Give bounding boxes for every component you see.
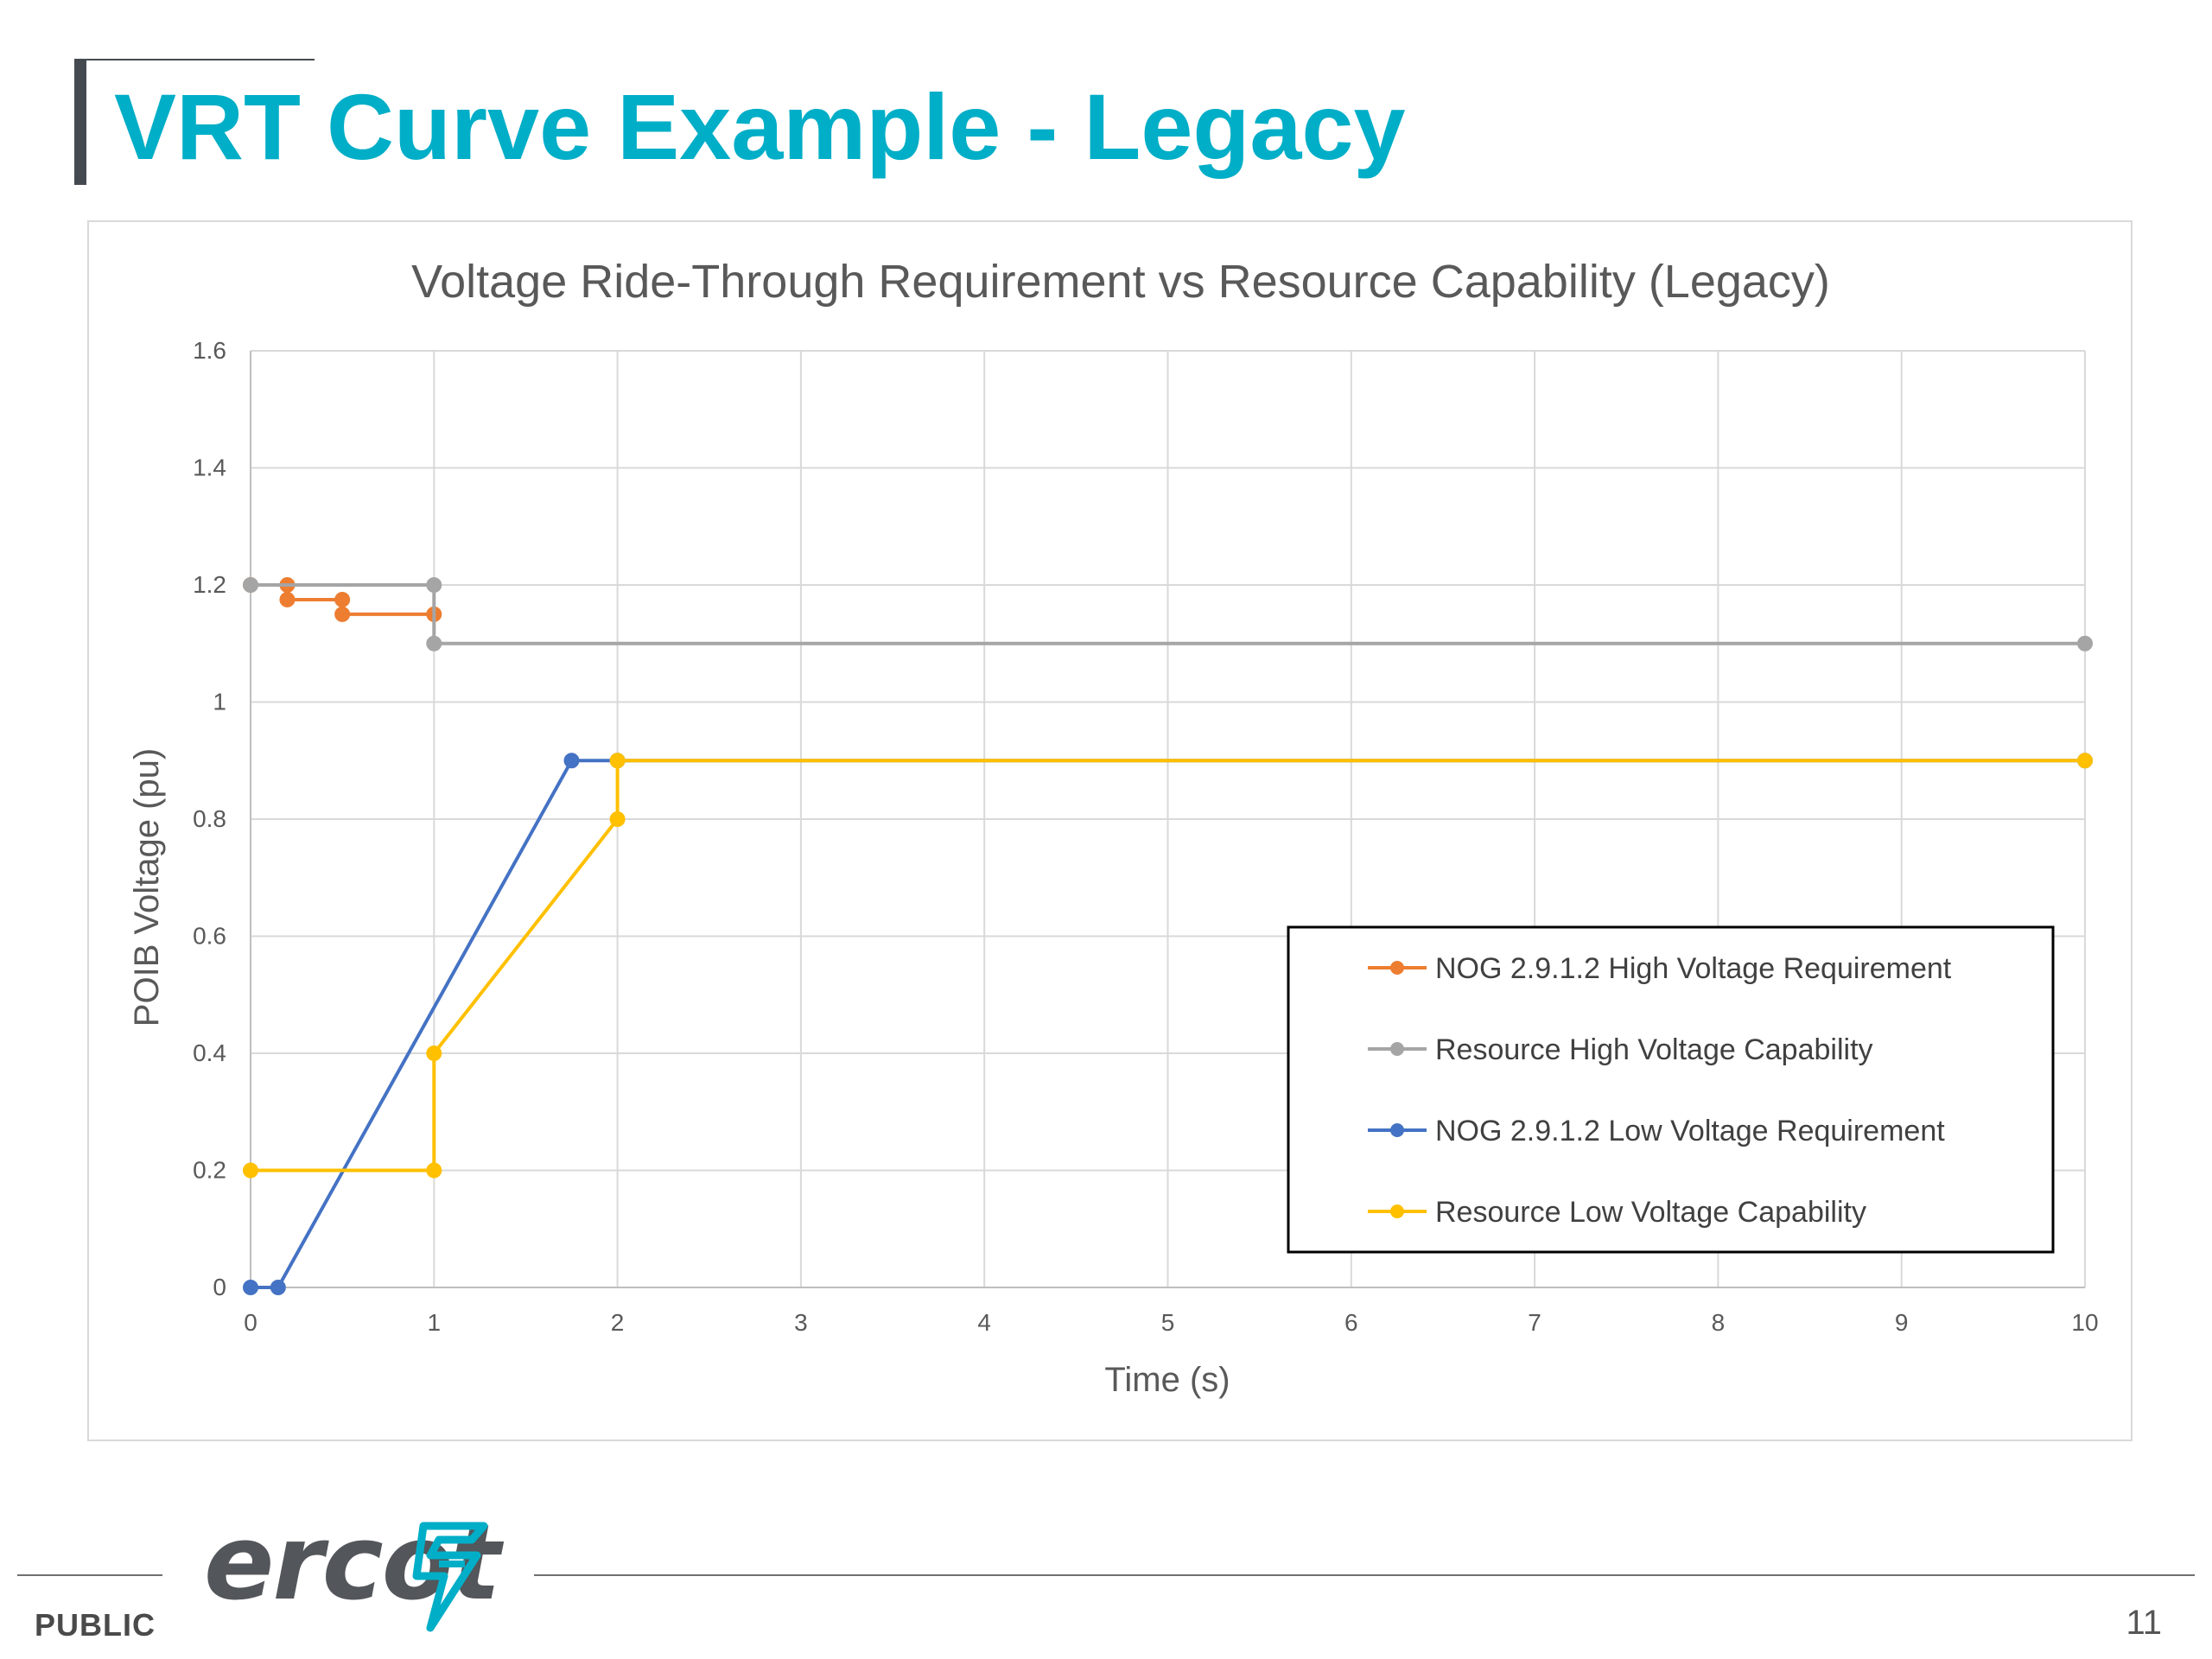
- y-tick-label: 0.6: [193, 923, 226, 950]
- y-tick-label: 0.4: [193, 1039, 226, 1066]
- y-axis-title: POIB Voltage (pu): [128, 748, 166, 1027]
- series-4-point: [426, 1162, 442, 1179]
- chart-axes: 0 1 2 3 4 5 6 7 8 9 10 0 0.2 0.4 0.6 0.8 1 1.2 1.4 1.6: [193, 337, 2099, 1336]
- series-2-point: [243, 577, 258, 593]
- x-tick-label: 1: [428, 1309, 442, 1336]
- y-tick-label: 0.8: [193, 805, 226, 832]
- series-4-point: [2077, 753, 2093, 769]
- series-2-point: [2077, 635, 2093, 652]
- series-4-point: [609, 753, 626, 769]
- chart-title: Voltage Ride-Through Requirement vs Reso…: [411, 256, 1830, 308]
- series-4-point: [426, 1046, 442, 1061]
- chart-legend: NOG 2.9.1.2 High Voltage Requirement Reso…: [1287, 925, 2055, 1254]
- slide-title: VRT Curve Example - Legacy: [114, 74, 1406, 179]
- legend-label: NOG 2.9.1.2 High Voltage Requirement: [1435, 952, 1952, 985]
- ercot-lightning-icon: [412, 1522, 488, 1632]
- legend-label: Resource High Voltage Capability: [1435, 1033, 1873, 1066]
- legend-label: NOG 2.9.1.2 Low Voltage Requirement: [1435, 1115, 1945, 1147]
- y-tick-label: 1.6: [193, 337, 226, 364]
- series-3-point: [270, 1280, 286, 1295]
- legend-swatch-marker: [1390, 961, 1404, 975]
- chart-series: [243, 577, 2093, 1295]
- x-tick-label: 4: [977, 1309, 991, 1336]
- x-tick-label: 9: [1895, 1309, 1909, 1336]
- page-number: 11: [2126, 1604, 2162, 1642]
- footer-classification-label: PUBLIC: [35, 1607, 156, 1643]
- y-tick-label: 1.4: [193, 454, 226, 481]
- legend-label: Resource Low Voltage Capability: [1435, 1196, 1866, 1229]
- x-tick-label: 0: [244, 1309, 257, 1336]
- series-3-point: [243, 1280, 258, 1295]
- legend-swatch-marker: [1390, 1205, 1404, 1218]
- x-tick-label: 5: [1161, 1309, 1175, 1336]
- vrt-chart: 0 1 2 3 4 5 6 7 8 9 10 0 0.2 0.4 0.6 0.8 1 1.2 1.4 1.6 Volt…: [128, 256, 2099, 1399]
- legend-box: [1287, 925, 2055, 1254]
- series-2-point: [426, 635, 442, 652]
- series-3-point: [563, 753, 580, 769]
- y-tick-label: 0: [213, 1274, 226, 1300]
- series-line-2: [251, 583, 2085, 645]
- y-tick-label: 1.2: [193, 571, 226, 598]
- chart-frame: 0 1 2 3 4 5 6 7 8 9 10 0 0.2 0.4 0.6 0.8 1 1.2 1.4 1.6 Volt…: [87, 220, 2133, 1441]
- series-1-point: [334, 606, 351, 622]
- y-tick-label: 0.2: [193, 1157, 226, 1184]
- series-1-point: [334, 591, 351, 607]
- legend-swatch-marker: [1390, 1123, 1404, 1137]
- series-4-point: [243, 1162, 258, 1179]
- x-tick-label: 2: [611, 1309, 625, 1336]
- series-line-4: [251, 759, 2085, 1173]
- y-tick-label: 1: [213, 689, 226, 715]
- title-accent-rule: [74, 59, 315, 60]
- x-tick-label: 10: [2071, 1309, 2098, 1336]
- footer-divider-left: [17, 1574, 162, 1576]
- series-2-point: [426, 577, 442, 593]
- series-4-point: [609, 811, 626, 827]
- x-tick-label: 3: [794, 1309, 808, 1336]
- title-accent-bar: [74, 59, 86, 185]
- x-tick-label: 6: [1344, 1309, 1358, 1336]
- x-tick-label: 8: [1712, 1309, 1726, 1336]
- footer-divider-right: [534, 1574, 2195, 1576]
- x-tick-label: 7: [1528, 1309, 1541, 1336]
- series-1-point: [279, 591, 296, 607]
- x-axis-title: Time (s): [1104, 1361, 1230, 1399]
- legend-swatch-marker: [1390, 1042, 1404, 1056]
